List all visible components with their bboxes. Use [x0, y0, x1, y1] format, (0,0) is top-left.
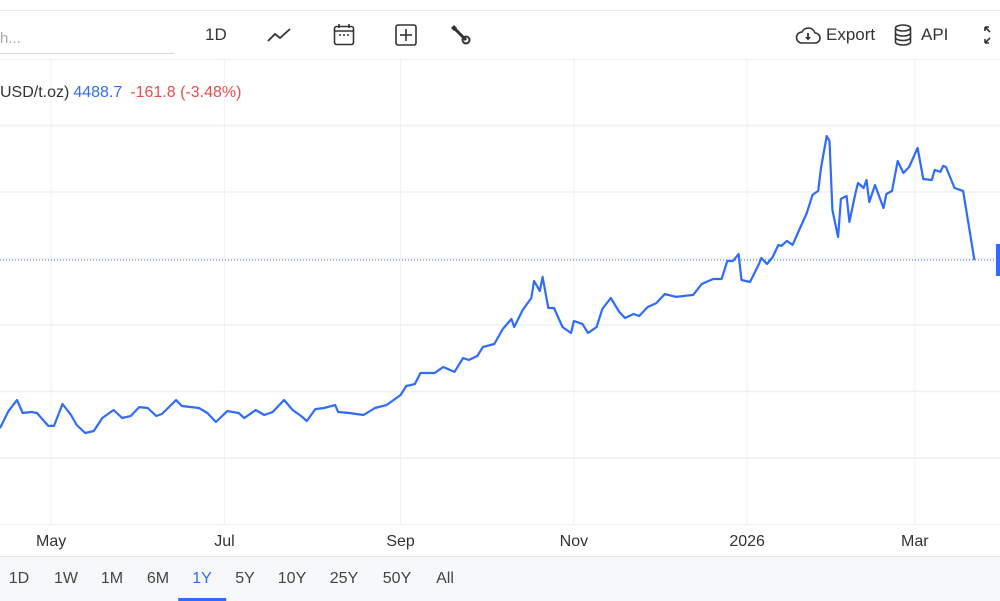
x-axis: May Jul Sep Nov 2026 Mar: [0, 524, 1000, 557]
legend-unit: USD/t.oz): [0, 84, 70, 101]
interval-button[interactable]: 1D: [205, 25, 227, 44]
range-button-1d[interactable]: 1D: [8, 570, 30, 587]
x-tick-label: Nov: [559, 533, 589, 550]
price-line: [0, 134, 976, 435]
range-button-10y[interactable]: 10Y: [277, 570, 307, 587]
line-chart-icon[interactable]: [267, 11, 291, 59]
range-button-6m[interactable]: 6M: [146, 570, 170, 587]
add-box-icon[interactable]: [395, 11, 417, 59]
range-button-50y[interactable]: 50Y: [382, 570, 412, 587]
range-button-1w[interactable]: 1W: [54, 570, 78, 587]
range-button-25y[interactable]: 25Y: [329, 570, 359, 587]
cloud-download-icon: [795, 27, 821, 44]
legend-change: -161.8 (-3.48%): [130, 84, 242, 101]
wrench-icon[interactable]: [450, 11, 472, 59]
range-button-1m[interactable]: 1M: [100, 570, 124, 587]
api-button[interactable]: API: [894, 11, 948, 59]
range-button-5y[interactable]: 5Y: [235, 570, 255, 587]
price-chart[interactable]: [0, 58, 1000, 524]
x-tick-label: Sep: [386, 533, 415, 550]
last-price-tag: [996, 244, 1000, 276]
x-tick-label: Jul: [214, 533, 235, 550]
range-button-all[interactable]: All: [436, 570, 454, 587]
database-icon: [894, 24, 912, 46]
x-tick-label: 2026: [729, 533, 765, 550]
export-label: Export: [826, 25, 876, 44]
api-label: API: [921, 25, 949, 44]
chart-legend: USD/t.oz) 4488.7 -161.8 (-3.48%): [0, 84, 241, 102]
fullscreen-icon[interactable]: [984, 11, 1000, 59]
calendar-icon[interactable]: [333, 11, 355, 59]
x-tick-label: Mar: [900, 533, 929, 550]
search-input[interactable]: h...: [0, 17, 174, 54]
range-button-1y[interactable]: 1Y: [178, 570, 226, 601]
export-button[interactable]: Export: [795, 11, 875, 59]
chart-toolbar: h... 1D Export API: [0, 10, 1000, 60]
legend-price: 4488.7: [73, 84, 123, 101]
range-selector: 1D 1W 1M 6M 1Y 5Y 10Y 25Y 50Y All: [0, 556, 1000, 601]
search-placeholder: h...: [0, 30, 21, 47]
x-tick-label: May: [36, 533, 67, 550]
